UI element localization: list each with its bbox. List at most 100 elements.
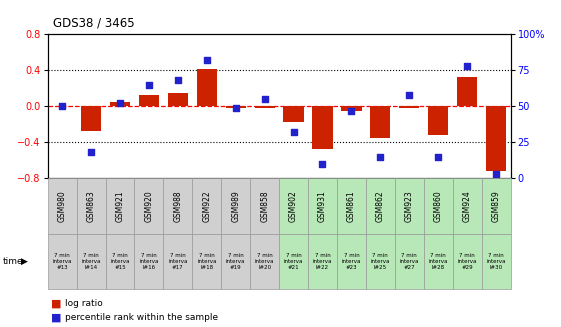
Text: GSM988: GSM988 — [173, 190, 182, 222]
Text: GSM922: GSM922 — [203, 190, 211, 222]
Text: 7 min
interva
#21: 7 min interva #21 — [284, 253, 304, 270]
FancyBboxPatch shape — [163, 234, 192, 289]
FancyBboxPatch shape — [366, 178, 395, 234]
Text: 7 min
interva
l#22: 7 min interva l#22 — [312, 253, 332, 270]
Bar — [341, 106, 361, 111]
Point — [376, 154, 385, 159]
Text: GSM923: GSM923 — [405, 190, 414, 222]
Text: 7 min
interva
#27: 7 min interva #27 — [399, 253, 419, 270]
FancyBboxPatch shape — [221, 234, 250, 289]
Text: 7 min
interva
#13: 7 min interva #13 — [52, 253, 72, 270]
Bar — [226, 106, 246, 108]
Text: GSM902: GSM902 — [289, 190, 298, 222]
FancyBboxPatch shape — [395, 234, 424, 289]
Text: GSM920: GSM920 — [144, 190, 153, 222]
Point — [405, 92, 414, 97]
Point — [463, 63, 472, 69]
Text: percentile rank within the sample: percentile rank within the sample — [65, 313, 218, 322]
Bar — [370, 106, 390, 138]
FancyBboxPatch shape — [135, 178, 163, 234]
FancyBboxPatch shape — [192, 234, 221, 289]
FancyBboxPatch shape — [163, 178, 192, 234]
Point — [491, 171, 500, 177]
FancyBboxPatch shape — [337, 234, 366, 289]
Text: 7 min
interva
#17: 7 min interva #17 — [168, 253, 187, 270]
FancyBboxPatch shape — [453, 178, 481, 234]
FancyBboxPatch shape — [48, 178, 77, 234]
Text: 7 min
interva
l#18: 7 min interva l#18 — [197, 253, 217, 270]
Text: ▶: ▶ — [21, 257, 28, 266]
Text: GSM863: GSM863 — [86, 190, 95, 222]
Text: 7 min
interva
l#28: 7 min interva l#28 — [429, 253, 448, 270]
Bar — [428, 106, 448, 135]
FancyBboxPatch shape — [308, 178, 337, 234]
Point — [434, 154, 443, 159]
Bar — [283, 106, 304, 122]
Text: GSM921: GSM921 — [116, 190, 125, 222]
Text: 7 min
interva
l#20: 7 min interva l#20 — [255, 253, 274, 270]
FancyBboxPatch shape — [366, 234, 395, 289]
FancyBboxPatch shape — [105, 234, 135, 289]
Bar — [139, 95, 159, 106]
Point — [173, 78, 182, 83]
FancyBboxPatch shape — [337, 178, 366, 234]
Point — [289, 129, 298, 135]
FancyBboxPatch shape — [250, 178, 279, 234]
FancyBboxPatch shape — [453, 234, 481, 289]
FancyBboxPatch shape — [424, 178, 453, 234]
FancyBboxPatch shape — [221, 178, 250, 234]
Text: GSM924: GSM924 — [463, 190, 472, 222]
Bar — [81, 106, 101, 131]
Bar — [197, 68, 217, 106]
Point — [58, 104, 67, 109]
Bar — [399, 106, 420, 108]
Text: 7 min
interva
#19: 7 min interva #19 — [226, 253, 246, 270]
FancyBboxPatch shape — [48, 234, 77, 289]
Text: 7 min
interva
l#14: 7 min interva l#14 — [81, 253, 101, 270]
Text: 7 min
interva
l#30: 7 min interva l#30 — [486, 253, 506, 270]
Text: ■: ■ — [50, 299, 61, 308]
FancyBboxPatch shape — [135, 234, 163, 289]
FancyBboxPatch shape — [105, 178, 135, 234]
Text: time: time — [3, 257, 24, 266]
Text: log ratio: log ratio — [65, 299, 102, 308]
Point — [116, 101, 125, 106]
FancyBboxPatch shape — [77, 178, 105, 234]
Text: GSM862: GSM862 — [376, 190, 385, 222]
Point — [86, 150, 95, 155]
FancyBboxPatch shape — [481, 178, 511, 234]
Point — [260, 96, 269, 102]
Point — [231, 105, 240, 110]
Text: ■: ■ — [50, 312, 61, 322]
FancyBboxPatch shape — [424, 234, 453, 289]
Text: GSM931: GSM931 — [318, 190, 327, 222]
FancyBboxPatch shape — [308, 234, 337, 289]
Text: GSM989: GSM989 — [231, 190, 240, 222]
FancyBboxPatch shape — [250, 234, 279, 289]
Text: GSM860: GSM860 — [434, 190, 443, 222]
Bar — [312, 106, 333, 148]
Point — [144, 82, 153, 87]
Point — [347, 108, 356, 113]
Bar — [457, 77, 477, 106]
Text: GSM859: GSM859 — [491, 190, 500, 222]
Text: GSM861: GSM861 — [347, 190, 356, 222]
Point — [203, 58, 211, 63]
Bar — [168, 93, 188, 106]
Point — [318, 161, 327, 166]
FancyBboxPatch shape — [395, 178, 424, 234]
FancyBboxPatch shape — [279, 234, 308, 289]
Bar — [255, 106, 275, 108]
Text: GSM858: GSM858 — [260, 190, 269, 222]
Text: 7 min
interva
#23: 7 min interva #23 — [342, 253, 361, 270]
FancyBboxPatch shape — [481, 234, 511, 289]
Text: GSM980: GSM980 — [58, 190, 67, 222]
Bar — [110, 102, 130, 106]
Text: 7 min
interva
l#16: 7 min interva l#16 — [139, 253, 159, 270]
FancyBboxPatch shape — [77, 234, 105, 289]
Text: GDS38 / 3465: GDS38 / 3465 — [53, 16, 135, 29]
Text: 7 min
interva
l#25: 7 min interva l#25 — [371, 253, 390, 270]
FancyBboxPatch shape — [192, 178, 221, 234]
Bar — [486, 106, 506, 171]
FancyBboxPatch shape — [279, 178, 308, 234]
